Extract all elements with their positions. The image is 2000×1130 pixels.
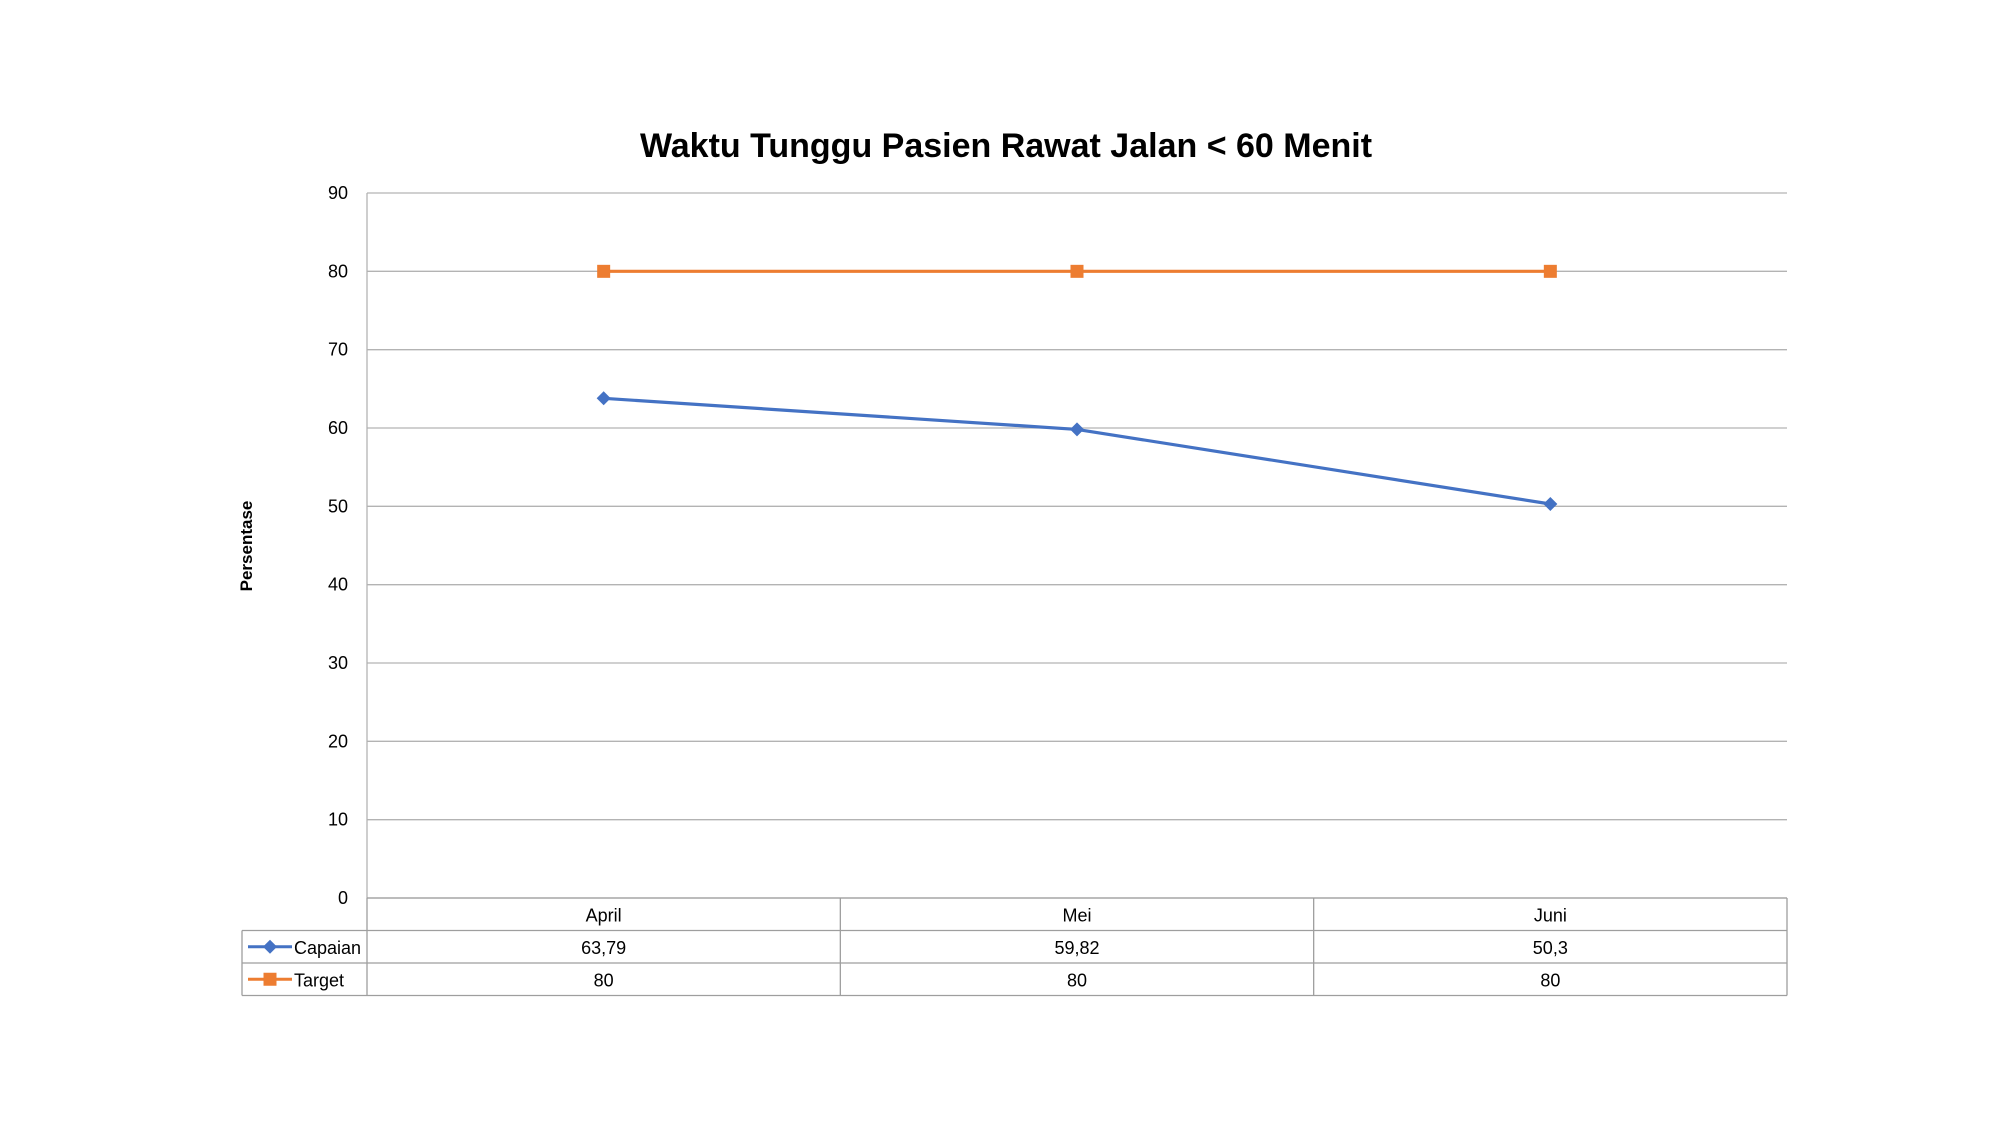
- data-point-target: [597, 264, 611, 278]
- data-point-target: [1070, 264, 1084, 278]
- x-tick-label: April: [586, 905, 622, 925]
- table-value-cell: 80: [1540, 970, 1560, 990]
- legend-key-marker: [263, 972, 277, 986]
- series-lines: [596, 264, 1558, 511]
- y-tick-label: 40: [328, 575, 348, 595]
- x-tick-label: Mei: [1062, 905, 1091, 925]
- x-tick-label: Juni: [1534, 905, 1567, 925]
- legend-label: Capaian: [294, 938, 361, 958]
- series-line-capaian: [603, 396, 1551, 506]
- table-value-cell: 80: [594, 970, 614, 990]
- y-tick-label: 20: [328, 731, 348, 751]
- y-tick-label: 0: [338, 888, 348, 908]
- y-tick-label: 60: [328, 418, 348, 438]
- legend-key-marker: [263, 939, 277, 954]
- table-value-cell: 80: [1067, 970, 1087, 990]
- y-axis-label: Persentase: [237, 501, 256, 592]
- data-table: April Mei Juni Capaian 63,79 59,82 50,3 Target 8…: [241, 897, 1788, 997]
- legend-label: Target: [294, 970, 344, 990]
- table-value-cell: 59,82: [1054, 938, 1099, 958]
- data-point-capaian: [1543, 496, 1558, 511]
- table-value-cell: 50,3: [1533, 938, 1568, 958]
- data-point-capaian: [1070, 422, 1084, 437]
- y-tick-label: 90: [328, 183, 348, 203]
- table-value-cell: 63,79: [581, 938, 626, 958]
- y-axis-ticks: 0 10 20 30 40 50 60 70 80 90: [328, 183, 348, 908]
- chart-title: Waktu Tunggu Pasien Rawat Jalan < 60 Men…: [640, 127, 1372, 165]
- y-tick-label: 80: [328, 261, 348, 281]
- gridlines: [366, 192, 1787, 899]
- y-tick-label: 70: [328, 340, 348, 360]
- y-tick-label: 30: [328, 653, 348, 673]
- data-point-target: [1543, 264, 1557, 278]
- y-tick-label: 10: [328, 810, 348, 830]
- data-point-capaian: [596, 391, 611, 406]
- y-tick-label: 50: [328, 496, 348, 516]
